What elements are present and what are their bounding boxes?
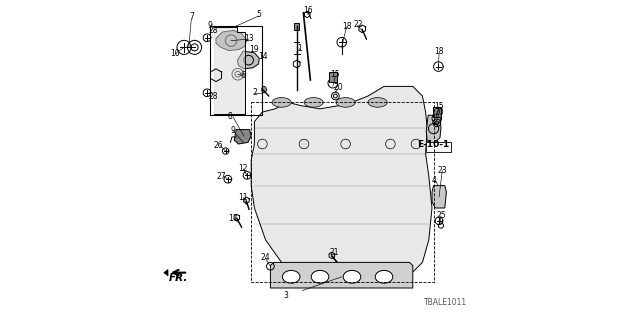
Text: 14: 14 [258, 52, 268, 60]
Text: 18: 18 [435, 47, 444, 56]
Text: E-10-1: E-10-1 [417, 140, 450, 148]
Text: 2: 2 [253, 88, 257, 97]
Ellipse shape [282, 270, 300, 283]
Text: 17: 17 [228, 214, 238, 223]
Bar [433, 107, 440, 117]
Polygon shape [216, 30, 246, 51]
FancyBboxPatch shape [426, 142, 451, 152]
Text: 19: 19 [250, 45, 259, 54]
Polygon shape [270, 262, 413, 288]
Ellipse shape [304, 98, 323, 107]
Text: 20: 20 [434, 108, 444, 117]
Ellipse shape [262, 86, 266, 93]
Text: 7: 7 [189, 12, 194, 21]
Text: 12: 12 [239, 164, 248, 173]
Polygon shape [237, 51, 259, 69]
Polygon shape [214, 27, 245, 114]
Text: 15: 15 [330, 70, 340, 79]
Text: 27: 27 [217, 172, 227, 181]
Text: 5: 5 [256, 10, 261, 19]
Text: 4: 4 [432, 176, 437, 185]
Text: 8: 8 [227, 112, 232, 121]
Text: 25: 25 [436, 211, 446, 220]
Text: 26: 26 [213, 141, 223, 150]
Text: 23: 23 [437, 166, 447, 175]
Text: FR.: FR. [169, 273, 188, 283]
Text: 9: 9 [230, 126, 236, 135]
Ellipse shape [368, 98, 387, 107]
Bar [294, 23, 299, 30]
Text: 21: 21 [330, 248, 339, 257]
Text: 10: 10 [170, 49, 180, 58]
Text: TBALE1011: TBALE1011 [424, 298, 467, 307]
Polygon shape [432, 186, 447, 208]
Bar [329, 72, 337, 82]
Ellipse shape [343, 270, 361, 283]
Polygon shape [426, 115, 441, 144]
Ellipse shape [375, 270, 393, 283]
Ellipse shape [272, 98, 291, 107]
Text: 18: 18 [342, 22, 351, 31]
Text: 28: 28 [209, 26, 218, 35]
Text: 13: 13 [244, 34, 254, 43]
Text: 20: 20 [333, 83, 343, 92]
Ellipse shape [336, 98, 355, 107]
Text: 24: 24 [260, 253, 270, 262]
Text: 15: 15 [434, 102, 444, 111]
Polygon shape [164, 269, 168, 276]
Text: 1: 1 [298, 44, 302, 53]
Text: 3: 3 [283, 291, 288, 300]
Text: 9: 9 [207, 21, 212, 30]
Ellipse shape [311, 270, 329, 283]
Text: 16: 16 [303, 6, 314, 15]
Polygon shape [251, 86, 432, 275]
Text: 6: 6 [240, 71, 245, 80]
Text: 28: 28 [209, 92, 218, 100]
Text: 11: 11 [239, 193, 248, 202]
Polygon shape [234, 130, 251, 144]
Text: 22: 22 [353, 20, 362, 29]
